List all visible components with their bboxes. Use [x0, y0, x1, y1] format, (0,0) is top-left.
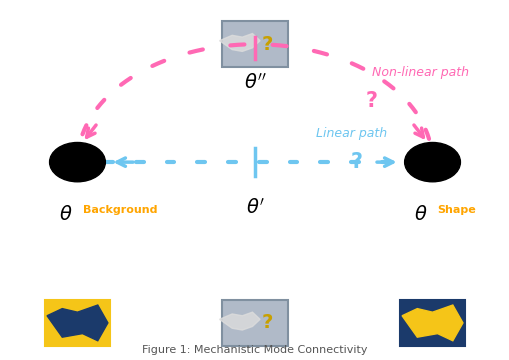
Text: ?: ?: [365, 91, 377, 111]
FancyBboxPatch shape: [399, 300, 465, 346]
Text: $\theta$: $\theta$: [413, 205, 427, 224]
Text: Figure 1: Mechanistic Mode Connectivity: Figure 1: Mechanistic Mode Connectivity: [142, 345, 367, 355]
FancyBboxPatch shape: [44, 300, 110, 346]
Text: Background: Background: [82, 205, 157, 215]
Text: Shape: Shape: [437, 205, 475, 215]
Text: $\theta'$: $\theta'$: [245, 198, 264, 218]
Polygon shape: [219, 33, 260, 51]
FancyBboxPatch shape: [221, 21, 288, 67]
Circle shape: [49, 143, 105, 182]
Text: Non-linear path: Non-linear path: [371, 66, 468, 79]
Polygon shape: [47, 305, 108, 341]
Polygon shape: [219, 312, 260, 330]
FancyBboxPatch shape: [221, 300, 288, 346]
Text: $\theta''$: $\theta''$: [243, 73, 266, 93]
Text: ?: ?: [262, 314, 273, 332]
Text: ?: ?: [350, 152, 362, 172]
Polygon shape: [401, 305, 462, 341]
Circle shape: [404, 143, 460, 182]
Text: $\theta$: $\theta$: [59, 205, 72, 224]
Text: Linear path: Linear path: [315, 127, 386, 140]
Text: ?: ?: [262, 35, 273, 54]
